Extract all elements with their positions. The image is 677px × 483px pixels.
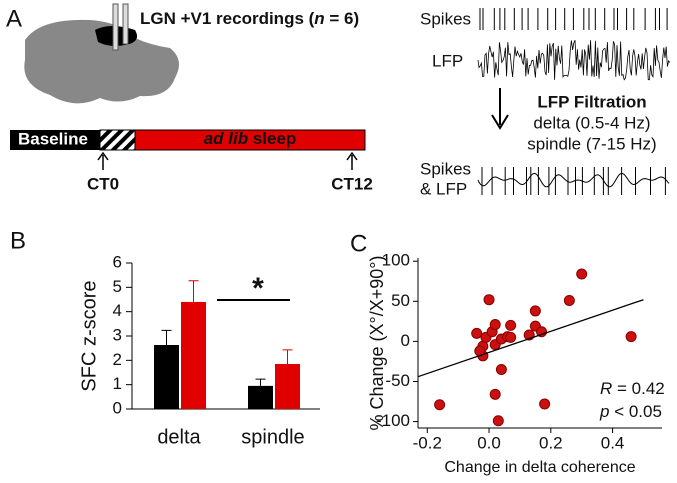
traces [477, 8, 671, 195]
trend-line [417, 299, 644, 378]
baseline-label: Baseline [18, 129, 88, 148]
point [489, 388, 501, 400]
y-tick-label: 1 [113, 374, 122, 393]
sleep-label: ad lib sleep [204, 129, 297, 148]
point [505, 319, 517, 331]
y-tick-label: 3 [113, 325, 122, 344]
point [495, 363, 507, 375]
title-part: n [314, 9, 324, 28]
point [529, 305, 541, 317]
x-axis-label: Change in delta coherence [444, 459, 635, 476]
error-bar [282, 349, 293, 364]
point [492, 415, 504, 427]
sleep-part: ad lib [204, 129, 248, 148]
error-bar [161, 329, 172, 346]
stat-part: R [600, 379, 612, 398]
filtered-trace [477, 172, 670, 188]
point [539, 398, 551, 410]
y-tick-label: 2 [113, 350, 122, 369]
spike-raster [479, 8, 668, 30]
stat-part: = 0.42 [612, 379, 664, 398]
y-tick-label: 100 [382, 251, 410, 270]
panel-label: A [6, 5, 22, 32]
transition-bar [99, 129, 136, 151]
point [489, 319, 501, 331]
electrode [122, 3, 129, 45]
point [471, 327, 483, 339]
panel-label: C [350, 230, 367, 257]
band-label: delta (0.5-4 Hz) [533, 113, 650, 132]
trace-label: Spikes [420, 159, 471, 178]
sleep-part: sleep [248, 129, 296, 148]
trace-label: & LFP [420, 179, 467, 198]
title-part: = 6) [325, 9, 360, 28]
significance-star: * [252, 272, 264, 305]
y-tick-label: 5 [113, 277, 122, 296]
stat-label: p < 0.05 [599, 402, 662, 421]
stat-part: p [599, 402, 609, 421]
arrow [346, 151, 358, 170]
point [483, 294, 495, 306]
y-tick-label: -50 [385, 371, 410, 390]
error-bar [188, 280, 199, 302]
spike-raster [481, 167, 666, 195]
y-tick-label: -100 [376, 411, 410, 430]
electrode [112, 3, 119, 51]
stat-part: < 0.05 [609, 402, 661, 421]
x-tick-label: 0.2 [539, 433, 563, 452]
bar [275, 363, 300, 409]
arrow [491, 88, 509, 130]
point [563, 295, 575, 306]
sleep-bar [134, 129, 366, 151]
x-tick-label: delta [157, 426, 201, 448]
point [505, 331, 517, 343]
bar [154, 345, 179, 409]
y-tick-label: 50 [391, 291, 410, 310]
x-tick-label: 0.0 [477, 433, 501, 452]
y-axis-label: SFC z-score [78, 280, 100, 391]
x-tick-label: -0.2 [413, 433, 442, 452]
y-tick-label: 0 [113, 398, 122, 417]
panel-label: B [10, 227, 26, 254]
y-tick-label: 0 [401, 331, 410, 350]
arrow [97, 151, 109, 170]
point [434, 399, 446, 411]
x-tick-label: 0.4 [601, 433, 625, 452]
bar [181, 301, 206, 409]
lfp-trace [477, 39, 671, 81]
band-label: spindle (7-15 Hz) [527, 134, 656, 153]
brain [24, 19, 180, 104]
trace-label: Spikes [420, 9, 471, 28]
y-tick-label: 6 [113, 252, 122, 271]
ct-label: CT0 [87, 174, 119, 193]
trace-label: LFP [432, 51, 463, 70]
ct-label: CT12 [331, 174, 373, 193]
baseline-bar [10, 130, 100, 150]
panel-title: LGN +V1 recordings (n = 6) [140, 9, 359, 28]
y-axis-label: % Change (X°/X+90°) [367, 256, 387, 431]
x-tick-label: spindle [241, 426, 304, 448]
filtration-label: LFP Filtration [537, 92, 646, 111]
title-part: LGN +V1 recordings ( [140, 9, 315, 28]
point [625, 331, 637, 343]
bar [248, 385, 273, 409]
y-tick-label: 4 [113, 301, 122, 320]
stat-label: R = 0.42 [600, 379, 665, 398]
error-bar [255, 378, 266, 386]
point [576, 268, 588, 280]
